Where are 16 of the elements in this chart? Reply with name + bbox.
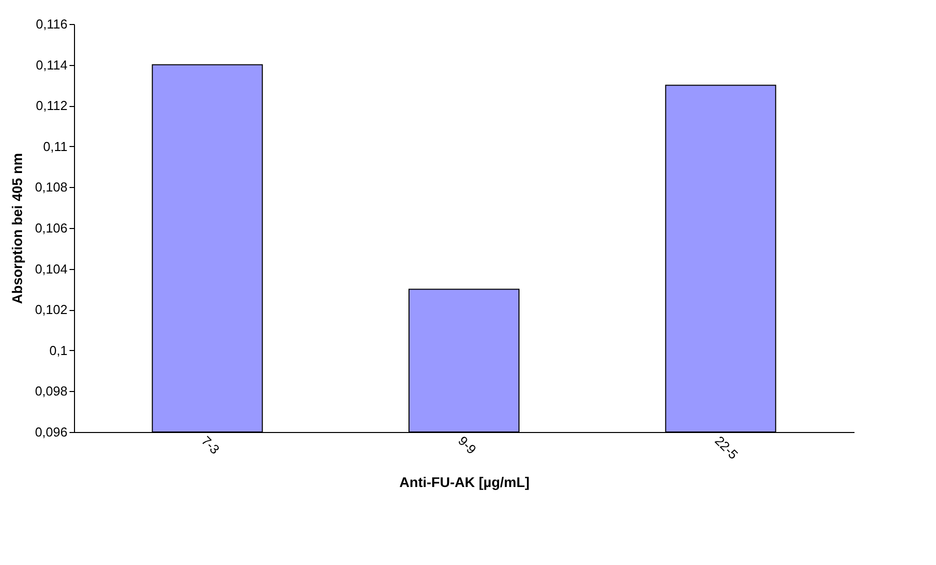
y-tick-label: 0,098 bbox=[34, 384, 68, 399]
y-tick-label: 0,102 bbox=[34, 302, 68, 318]
y-tick-label: 0,106 bbox=[34, 220, 68, 236]
x-tick-label: 7-3 bbox=[198, 433, 223, 457]
x-tick-label: 9-9 bbox=[455, 433, 480, 457]
y-axis-title: Absorption bei 405 nm bbox=[8, 153, 25, 304]
y-tick-label: 0,116 bbox=[36, 16, 68, 32]
y-tick-label: 0,114 bbox=[36, 57, 68, 72]
y-tick-label: 0,108 bbox=[34, 180, 68, 195]
y-tick-label: 0,112 bbox=[36, 98, 68, 114]
x-axis-title: Anti-FU-AK [µg/mL] bbox=[399, 474, 530, 490]
y-tick-label: 0,096 bbox=[34, 424, 68, 440]
y-tick-label: 0,1 bbox=[49, 342, 68, 358]
y-tick-label: 0,11 bbox=[43, 138, 68, 154]
x-tick-label: 22-5 bbox=[712, 433, 741, 462]
y-tick-label: 0,104 bbox=[34, 261, 68, 276]
